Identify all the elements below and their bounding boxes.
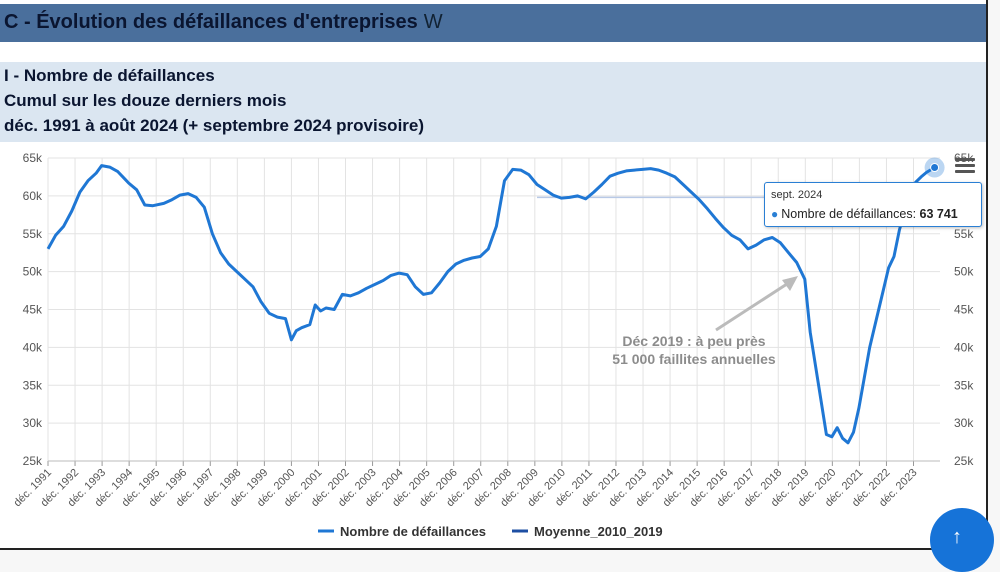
y-tick-label-left: 25k <box>23 454 43 468</box>
annotation-arrow-head <box>782 276 798 291</box>
w-icon: W <box>423 11 443 33</box>
y-tick-label-left: 50k <box>23 265 43 279</box>
page-title: C - Évolution des défaillances d'entrepr… <box>4 11 443 33</box>
y-tick-label-right: 25k <box>954 454 974 468</box>
y-tick-label-right: 50k <box>954 265 974 279</box>
tooltip-date: sept. 2024 <box>771 189 823 201</box>
y-tick-label-left: 45k <box>23 303 43 317</box>
hamburger-menu-icon[interactable] <box>955 158 975 174</box>
legend-label-1: Nombre de défaillances <box>340 524 486 539</box>
y-tick-label-right: 55k <box>954 227 974 241</box>
chart-subtitle-box: I - Nombre de défaillances Cumul sur les… <box>0 62 986 142</box>
arrow-up-icon: ↑ <box>952 526 962 548</box>
y-tick-label-right: 30k <box>954 416 974 430</box>
page-title-bar: C - Évolution des défaillances d'entrepr… <box>0 4 986 42</box>
y-tick-label-right: 45k <box>954 303 974 317</box>
tooltip: sept. 2024 ● Nombre de défaillances: 63 7… <box>764 182 982 227</box>
chart-subtitle-2: Cumul sur les douze derniers mois <box>4 91 287 110</box>
series-line-defaillances <box>46 164 936 445</box>
tooltip-dot-icon: ● <box>771 207 779 221</box>
y-tick-label-left: 65k <box>23 151 43 165</box>
chart-card: C - Évolution des défaillances d'entrepr… <box>0 0 988 550</box>
y-tick-label-left: 35k <box>23 378 43 392</box>
annotation-line-1: Déc 2019 : à peu près <box>622 333 765 349</box>
y-tick-label-right: 35k <box>954 378 974 392</box>
scroll-up-button[interactable]: ↑ <box>930 508 994 572</box>
tooltip-row: ● Nombre de défaillances: 63 741 <box>771 207 958 221</box>
annotation-arrow-line <box>715 280 791 332</box>
y-tick-label-left: 60k <box>23 189 43 203</box>
line-chart: 25k 25k 30k 30k 35k 35k 40k 40k 45k 45k 50k 50k 55k 5… <box>11 151 974 539</box>
chart-subtitle-1: I - Nombre de défaillances <box>4 66 215 85</box>
y-tick-label-left: 40k <box>23 340 43 354</box>
y-tick-label-right: 40k <box>954 340 974 354</box>
chart-subtitle-3: déc. 1991 à août 2024 (+ septembre 2024 … <box>4 116 425 135</box>
tooltip-value: 63 741 <box>919 207 958 221</box>
legend-label-2: Moyenne_2010_2019 <box>534 524 663 539</box>
annotation-line-2: 51 000 faillites annuelles <box>612 351 776 367</box>
y-tick-label-left: 55k <box>23 227 43 241</box>
tooltip-label: Nombre de défaillances: <box>781 207 917 221</box>
hover-point <box>930 163 940 173</box>
y-tick-label-left: 30k <box>23 416 43 430</box>
